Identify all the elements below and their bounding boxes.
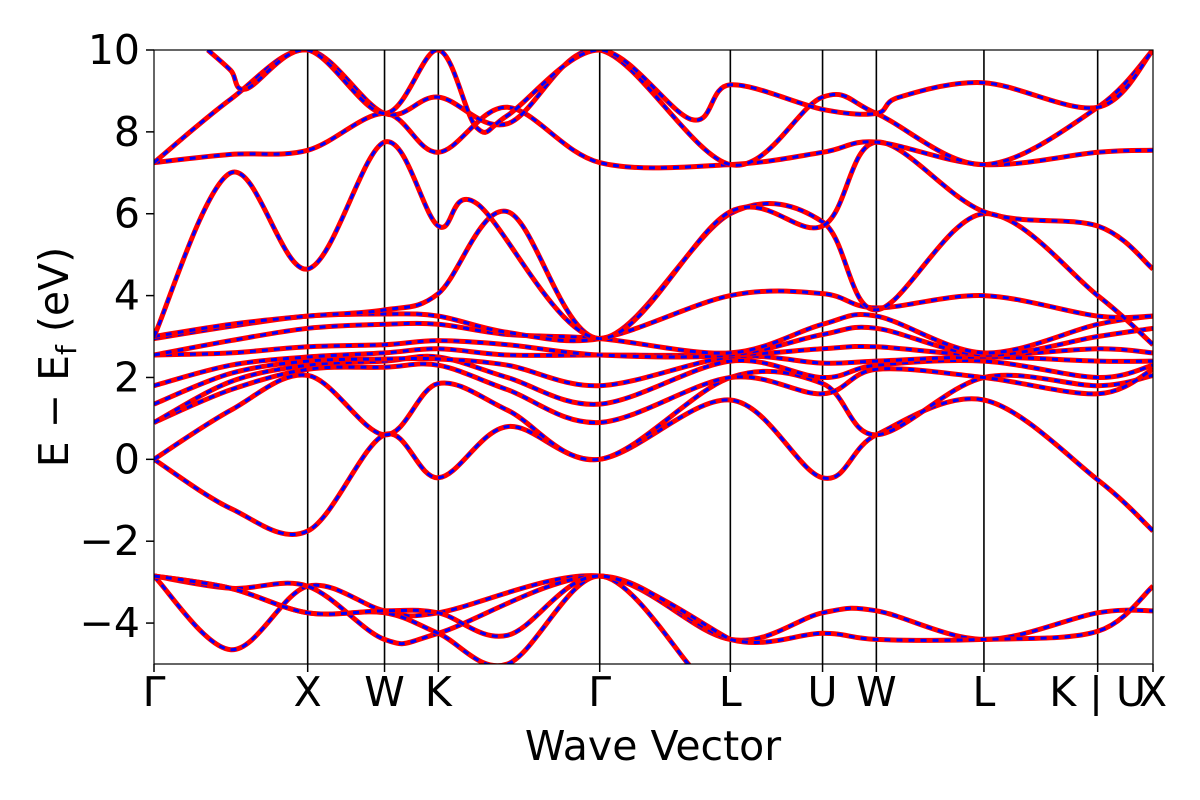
band-line-solid-7 bbox=[154, 353, 1153, 425]
y-axis-ticks: −4 −2 0 2 4 6 8 10 bbox=[80, 26, 154, 647]
band-lines bbox=[154, 50, 1153, 664]
x-tick-label-1: X bbox=[294, 668, 322, 716]
band-line-dashed-11 bbox=[154, 312, 1153, 357]
y-tick-label-0: −4 bbox=[80, 599, 140, 647]
x-tick-label-3: K bbox=[425, 668, 453, 716]
y-axis-label-main: E − E bbox=[30, 355, 78, 467]
y-tick-label-4: 4 bbox=[114, 272, 140, 320]
y-tick-label-3: 2 bbox=[114, 353, 140, 401]
y-tick-label-1: −2 bbox=[80, 517, 140, 565]
x-tick-label-2: W bbox=[364, 668, 405, 716]
y-axis-label-subscript: f bbox=[50, 344, 83, 355]
y-tick-label-5: 6 bbox=[114, 190, 140, 238]
band-line-dashed-2 bbox=[154, 574, 691, 664]
plot-frame bbox=[153, 49, 1154, 665]
y-tick-label-7: 10 bbox=[88, 26, 140, 74]
x-tick-label-4: Γ bbox=[588, 668, 611, 716]
x-tick-label-6: U bbox=[808, 668, 838, 716]
x-tick-label-10: X bbox=[1139, 668, 1167, 716]
x-tick-label-5: L bbox=[719, 668, 742, 716]
band-line-dashed-0 bbox=[154, 574, 1153, 652]
band-line-dashed-14 bbox=[154, 140, 1153, 341]
x-axis-label: Wave Vector bbox=[525, 722, 781, 770]
y-axis-label-unit: (eV) bbox=[30, 247, 78, 345]
x-tick-label-0: Γ bbox=[143, 668, 166, 716]
x-tick-label-7: W bbox=[856, 668, 897, 716]
x-tick-label-8: L bbox=[973, 668, 996, 716]
y-tick-label-2: 0 bbox=[114, 435, 140, 483]
y-axis-label: E − Ef (eV) bbox=[30, 247, 83, 467]
band-line-dashed-5 bbox=[154, 369, 1153, 462]
band-line-dashed-6 bbox=[154, 362, 1153, 425]
x-tick-label-9: K | U bbox=[1049, 668, 1146, 716]
y-tick-label-6: 8 bbox=[114, 108, 140, 156]
band-line-dashed-16 bbox=[154, 50, 1153, 167]
band-line-solid-3 bbox=[154, 573, 732, 642]
